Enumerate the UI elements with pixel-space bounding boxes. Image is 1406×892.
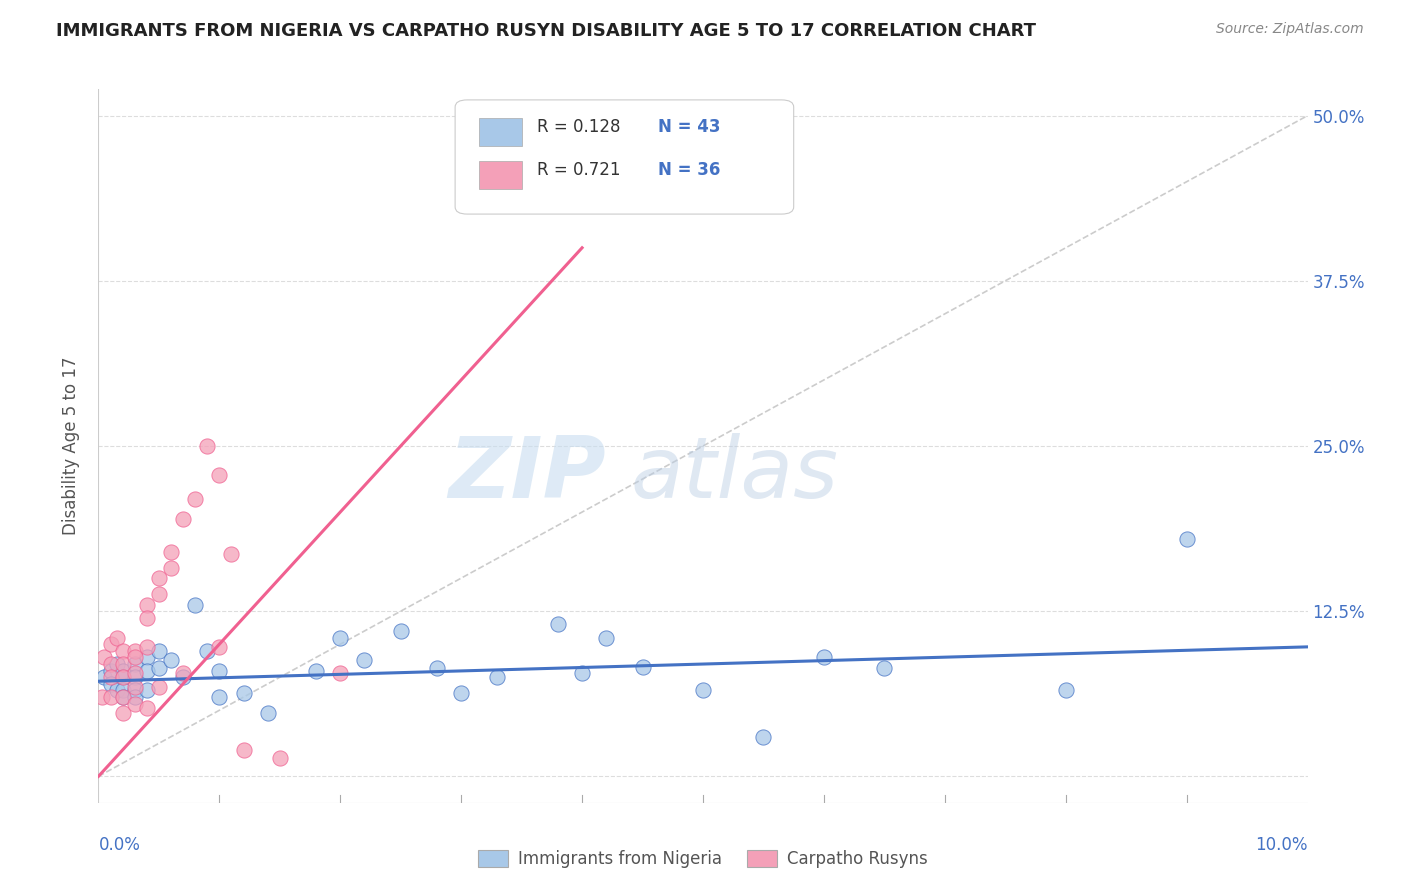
Point	[195, 439, 218, 453]
Point	[160, 560, 183, 574]
Point	[353, 653, 375, 667]
Point	[100, 670, 122, 684]
Text: 0.0%: 0.0%	[98, 836, 141, 854]
Point	[221, 547, 243, 561]
Legend: Immigrants from Nigeria, Carpatho Rusyns: Immigrants from Nigeria, Carpatho Rusyns	[471, 843, 935, 875]
Point	[208, 468, 231, 483]
Point	[124, 650, 146, 665]
Point	[124, 683, 146, 698]
Point	[148, 571, 170, 585]
Text: IMMIGRANTS FROM NIGERIA VS CARPATHO RUSYN DISABILITY AGE 5 TO 17 CORRELATION CHA: IMMIGRANTS FROM NIGERIA VS CARPATHO RUSY…	[56, 22, 1036, 40]
FancyBboxPatch shape	[479, 118, 522, 146]
Point	[105, 683, 128, 698]
Point	[329, 666, 352, 681]
Point	[124, 670, 146, 684]
Point	[305, 664, 328, 678]
Point	[100, 637, 122, 651]
FancyBboxPatch shape	[456, 100, 793, 214]
FancyBboxPatch shape	[479, 161, 522, 189]
Y-axis label: Disability Age 5 to 17: Disability Age 5 to 17	[62, 357, 80, 535]
Point	[124, 644, 146, 658]
Point	[148, 587, 170, 601]
Point	[184, 598, 207, 612]
Point	[595, 631, 617, 645]
Point	[1054, 683, 1077, 698]
Point	[160, 545, 183, 559]
Point	[631, 659, 654, 673]
Point	[135, 598, 157, 612]
Text: R = 0.128: R = 0.128	[537, 118, 621, 136]
Point	[111, 706, 134, 720]
Point	[100, 690, 122, 704]
Point	[124, 657, 146, 671]
Point	[172, 511, 194, 525]
Point	[752, 730, 775, 744]
Point	[232, 743, 254, 757]
Point	[135, 700, 157, 714]
Text: ZIP: ZIP	[449, 433, 606, 516]
Point	[105, 657, 128, 671]
Text: 10.0%: 10.0%	[1256, 836, 1308, 854]
Point	[547, 617, 569, 632]
Point	[184, 491, 207, 506]
Point	[692, 683, 714, 698]
Point	[269, 751, 291, 765]
Point	[105, 631, 128, 645]
Point	[111, 690, 134, 704]
Text: R = 0.721: R = 0.721	[537, 161, 621, 178]
Point	[111, 690, 134, 704]
Point	[135, 650, 157, 665]
Point	[93, 670, 115, 684]
Text: N = 43: N = 43	[658, 118, 721, 136]
Point	[329, 631, 352, 645]
Point	[208, 640, 231, 654]
Point	[135, 683, 157, 698]
Point	[100, 657, 122, 671]
Point	[111, 664, 134, 678]
Point	[148, 661, 170, 675]
Point	[160, 653, 183, 667]
Point	[111, 670, 134, 684]
Point	[111, 683, 134, 698]
Point	[172, 670, 194, 684]
Point	[124, 666, 146, 681]
Point	[124, 697, 146, 711]
Point	[873, 661, 896, 675]
Point	[91, 690, 114, 704]
Point	[450, 686, 472, 700]
Point	[111, 670, 134, 684]
Point	[1175, 532, 1198, 546]
Point	[232, 686, 254, 700]
Point	[208, 690, 231, 704]
Point	[148, 644, 170, 658]
Point	[124, 690, 146, 704]
Text: N = 36: N = 36	[658, 161, 721, 178]
Point	[100, 664, 122, 678]
Point	[111, 644, 134, 658]
Point	[124, 680, 146, 694]
Point	[426, 661, 449, 675]
Point	[208, 664, 231, 678]
Text: Source: ZipAtlas.com: Source: ZipAtlas.com	[1216, 22, 1364, 37]
Point	[256, 706, 278, 720]
Point	[389, 624, 412, 638]
Point	[100, 677, 122, 691]
Point	[111, 657, 134, 671]
Point	[813, 650, 835, 665]
Point	[195, 644, 218, 658]
Point	[148, 680, 170, 694]
Point	[135, 664, 157, 678]
Point	[172, 666, 194, 681]
Point	[135, 611, 157, 625]
Text: atlas: atlas	[630, 433, 838, 516]
Point	[571, 666, 593, 681]
Point	[93, 650, 115, 665]
Point	[135, 640, 157, 654]
Point	[486, 670, 509, 684]
